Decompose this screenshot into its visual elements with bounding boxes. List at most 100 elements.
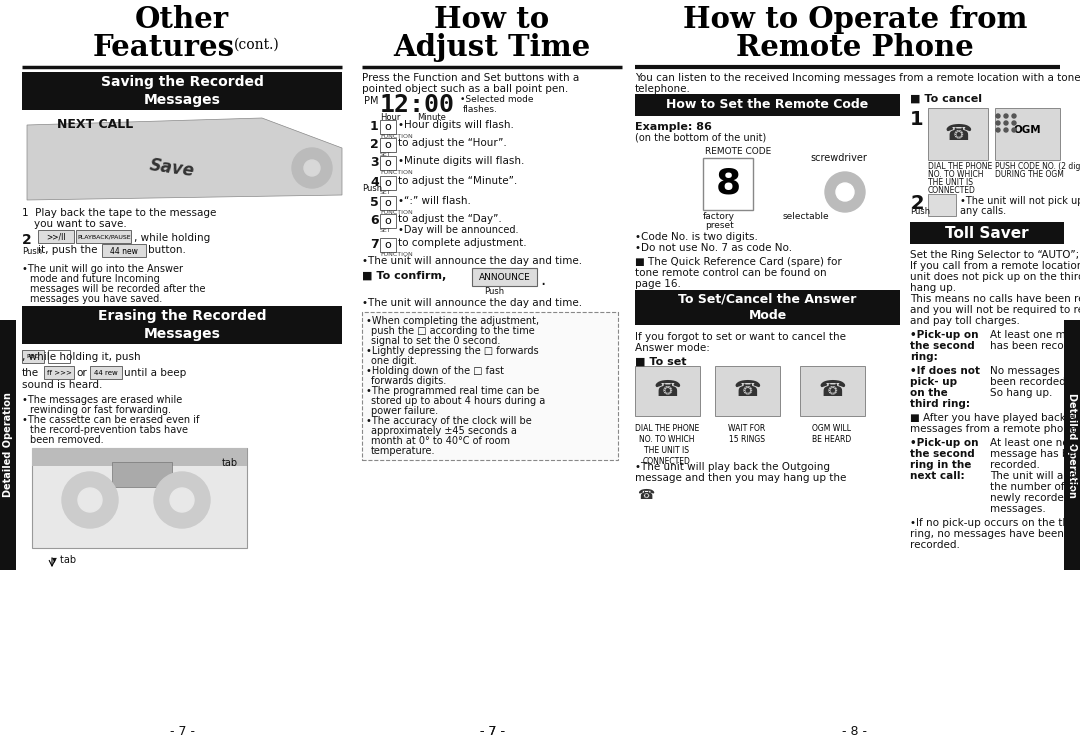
Bar	[22, 306, 342, 344]
Text: month at 0° to 40°C of room: month at 0° to 40°C of room	[372, 436, 510, 446]
Bar	[380, 156, 396, 170]
Text: .: .	[540, 271, 545, 289]
Text: If you forgot to set or want to cancel the: If you forgot to set or want to cancel t…	[635, 332, 846, 342]
Text: How to: How to	[434, 5, 550, 34]
Bar	[635, 94, 900, 116]
Text: 4: 4	[370, 176, 379, 189]
Bar	[32, 448, 247, 548]
Text: The unit will announce: The unit will announce	[990, 471, 1080, 481]
Bar	[635, 290, 900, 325]
Bar	[22, 350, 44, 363]
Text: 12:00: 12:00	[380, 93, 455, 117]
Bar	[0, 320, 16, 570]
Text: Push: Push	[362, 184, 382, 193]
Text: •The messages are erased while: •The messages are erased while	[22, 395, 183, 405]
Text: Detailed Operation: Detailed Operation	[3, 392, 13, 497]
Text: >>/II: >>/II	[46, 232, 66, 242]
Bar	[800, 366, 865, 416]
Text: until a beep: until a beep	[124, 368, 186, 378]
Bar	[76, 230, 131, 243]
Text: mode and future Incoming: mode and future Incoming	[30, 274, 160, 284]
Circle shape	[996, 121, 1000, 125]
Text: message and then you may hang up the: message and then you may hang up the	[635, 473, 847, 483]
Text: the record-prevention tabs have: the record-prevention tabs have	[30, 425, 188, 435]
Text: •Day will be announced.: •Day will be announced.	[399, 225, 518, 235]
Text: ■ To set: ■ To set	[635, 357, 687, 367]
Text: hang up.: hang up.	[910, 283, 956, 293]
Text: Features: Features	[93, 33, 235, 62]
Text: Answer mode:: Answer mode:	[635, 343, 710, 353]
Bar	[32, 448, 247, 466]
Text: DURING THE OGM: DURING THE OGM	[995, 170, 1064, 179]
Text: recorded.: recorded.	[990, 460, 1040, 470]
Text: and pay toll charges.: and pay toll charges.	[910, 316, 1020, 326]
Text: , while holding it, push: , while holding it, push	[22, 352, 140, 362]
Text: o: o	[384, 158, 391, 168]
Text: PM: PM	[364, 96, 378, 106]
Circle shape	[1004, 128, 1008, 132]
Text: - 8 -: - 8 -	[842, 725, 867, 738]
Text: •Hour digits will flash.: •Hour digits will flash.	[399, 120, 514, 130]
Text: Erasing the Recorded
Messages: Erasing the Recorded Messages	[98, 309, 267, 340]
Text: ff >>>: ff >>>	[46, 370, 71, 376]
Text: NO. TO WHICH: NO. TO WHICH	[928, 170, 984, 179]
Text: CONNECTED: CONNECTED	[928, 186, 976, 195]
Text: No messages have: No messages have	[990, 366, 1080, 376]
Text: selectable: selectable	[783, 212, 829, 221]
Text: DIAL THE PHONE: DIAL THE PHONE	[928, 162, 993, 171]
Text: Adjust Time: Adjust Time	[393, 33, 591, 62]
Text: has been recorded.: has been recorded.	[990, 341, 1080, 351]
Text: any calls.: any calls.	[960, 206, 1007, 216]
Text: •If does not: •If does not	[910, 366, 980, 376]
Circle shape	[303, 160, 320, 176]
Text: temperature.: temperature.	[372, 446, 435, 456]
Text: rewinding or fast forwarding.: rewinding or fast forwarding.	[30, 405, 171, 415]
Text: How to Operate from: How to Operate from	[683, 5, 1027, 34]
Text: preset: preset	[705, 221, 733, 230]
Text: ☎: ☎	[653, 380, 680, 400]
Circle shape	[154, 472, 210, 528]
Bar	[48, 350, 70, 363]
Text: At least one message: At least one message	[990, 330, 1080, 340]
Text: ring in the: ring in the	[910, 460, 971, 470]
Text: 2: 2	[910, 194, 923, 213]
Text: factory: factory	[703, 212, 735, 221]
Bar	[380, 214, 396, 228]
Text: •The unit will not pick up: •The unit will not pick up	[960, 196, 1080, 206]
Text: tab: tab	[222, 458, 238, 468]
Text: ☎: ☎	[819, 380, 846, 400]
Text: Other: Other	[135, 5, 229, 34]
Text: to adjust the “Hour”.: to adjust the “Hour”.	[399, 138, 507, 148]
Text: and you will not be required to retrieve: and you will not be required to retrieve	[910, 305, 1080, 315]
Text: messages from a remote phone;: messages from a remote phone;	[910, 424, 1080, 434]
Text: •Holding down of the □ fast: •Holding down of the □ fast	[366, 366, 504, 376]
Text: •The unit will go into the Answer: •The unit will go into the Answer	[22, 264, 183, 274]
Text: 44 new: 44 new	[110, 247, 138, 256]
Text: THE UNIT IS: THE UNIT IS	[928, 178, 973, 187]
Text: - 7 -: - 7 -	[480, 725, 504, 738]
Text: power failure.: power failure.	[372, 406, 438, 416]
Text: to adjust the “Day”.: to adjust the “Day”.	[399, 214, 502, 224]
Text: sound is heard.: sound is heard.	[22, 380, 103, 390]
Bar	[380, 120, 396, 134]
Polygon shape	[27, 118, 342, 200]
Circle shape	[62, 472, 118, 528]
Bar	[380, 138, 396, 152]
Text: •Code No. is two digits.: •Code No. is two digits.	[635, 232, 758, 242]
Text: Push: Push	[910, 207, 930, 216]
Text: pick- up: pick- up	[910, 377, 957, 387]
Text: o: o	[384, 140, 391, 150]
Text: the: the	[22, 368, 39, 378]
Bar	[44, 366, 75, 379]
Bar	[842, 174, 848, 182]
Text: signal to set the 0 second.: signal to set the 0 second.	[372, 336, 500, 346]
Text: 5: 5	[370, 196, 379, 209]
Text: This means no calls have been recorded: This means no calls have been recorded	[910, 294, 1080, 304]
Bar	[995, 108, 1059, 160]
Text: been recorded: been recorded	[990, 377, 1066, 387]
Text: 8: 8	[715, 167, 741, 201]
Circle shape	[78, 488, 102, 512]
Text: unit does not pick up on the third ring,: unit does not pick up on the third ring,	[910, 272, 1080, 282]
Text: 2: 2	[22, 233, 31, 247]
Bar	[1064, 320, 1080, 570]
